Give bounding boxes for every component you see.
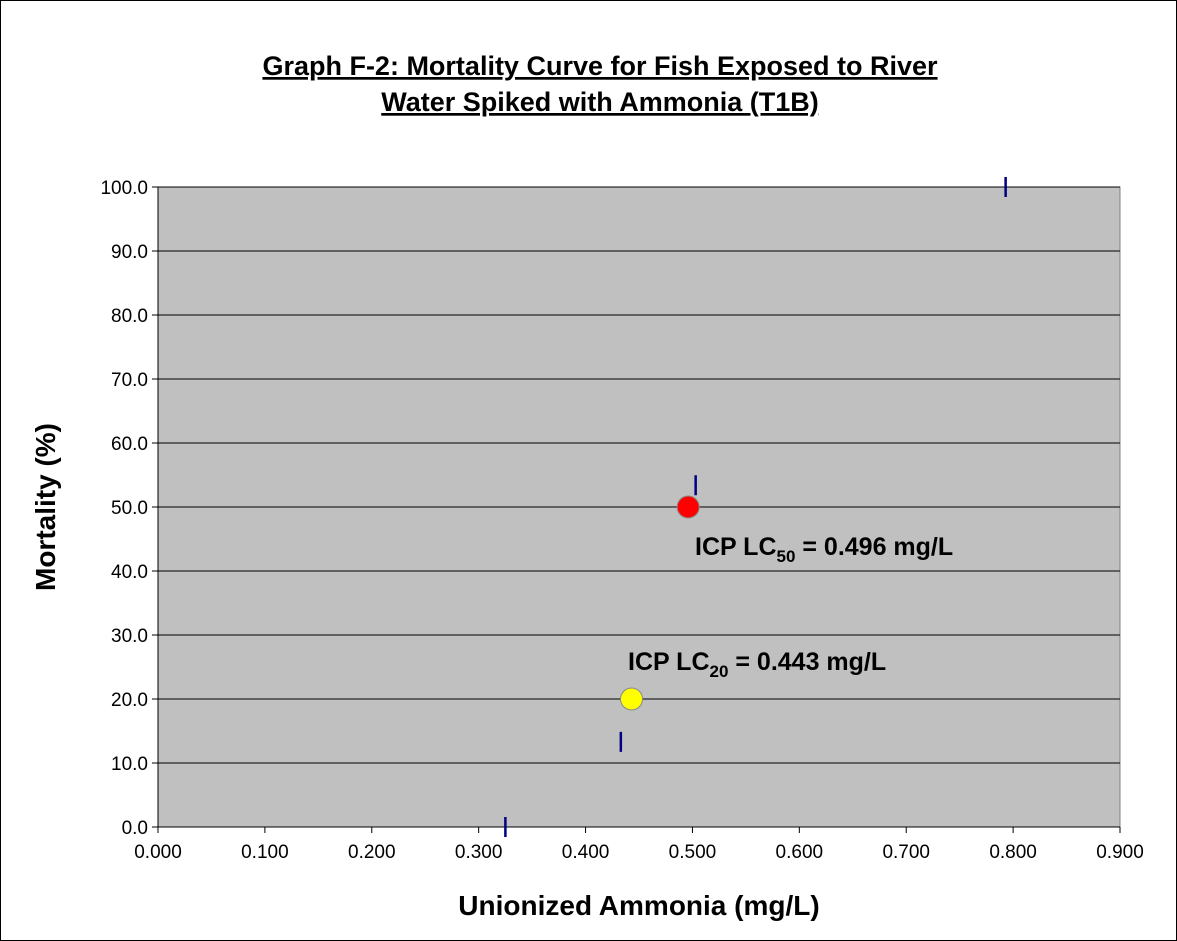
chart-title: Water Spiked with Ammonia (T1B) [381,87,819,117]
annotation-text: = 0.496 mg/L [795,533,953,561]
annotation: ICP LC20 = 0.443 mg/L [628,648,886,681]
x-tick-label: 0.900 [1096,842,1144,863]
annotation: ICP LC50 = 0.496 mg/L [695,533,953,566]
y-tick-label: 90.0 [111,242,148,263]
x-tick-label: 0.400 [562,842,610,863]
annotation-text: = 0.443 mg/L [728,648,886,676]
point [620,687,644,711]
x-tick-label: 0.500 [669,842,717,863]
y-tick-label: 20.0 [111,690,148,711]
y-tick-label: 80.0 [111,306,148,327]
x-tick-label: 0.000 [134,842,182,863]
annotation-text: ICP LC [695,533,777,561]
x-tick-label: 0.700 [882,842,930,863]
y-tick-label: 60.0 [111,434,148,455]
y-tick-label: 50.0 [111,498,148,519]
point [676,495,700,519]
x-tick-label: 0.200 [348,842,396,863]
x-axis-label: Unionized Ammonia (mg/L) [458,890,819,921]
x-tick-label: 0.600 [776,842,824,863]
chart-title: Graph F-2: Mortality Curve for Fish Expo… [262,51,938,81]
x-tick-label: 0.100 [241,842,289,863]
annotation-subscript: 50 [777,547,796,566]
annotation-text: ICP LC [628,648,710,676]
x-tick-label: 0.800 [989,842,1037,863]
y-tick-label: 0.0 [122,818,148,839]
y-tick-label: 100.0 [100,178,148,199]
annotation-subscript: 20 [710,662,729,681]
y-tick-label: 30.0 [111,626,148,647]
x-tick-label: 0.300 [455,842,503,863]
y-tick-label: 70.0 [111,370,148,391]
y-axis-label: Mortality (%) [30,423,61,591]
y-tick-label: 10.0 [111,754,148,775]
y-tick-label: 40.0 [111,562,148,583]
